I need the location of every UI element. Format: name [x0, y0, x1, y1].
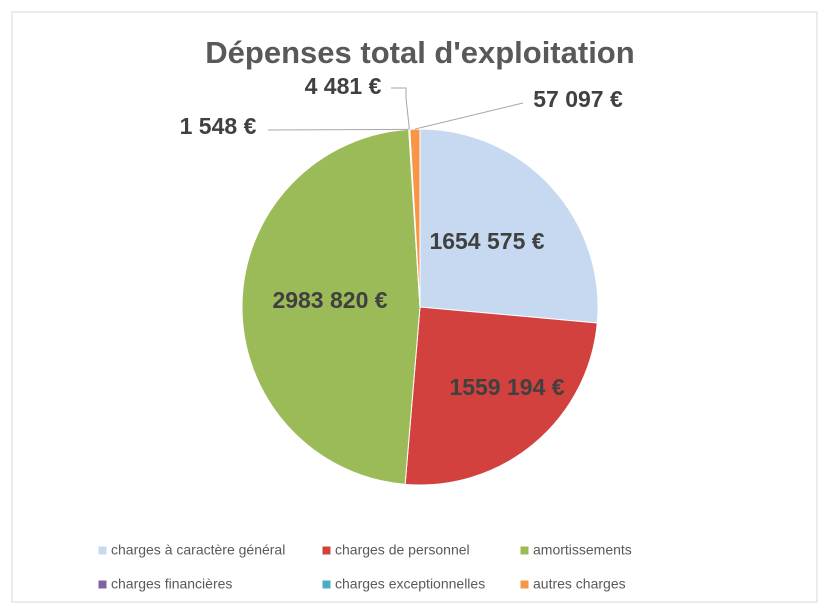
pie-slice: [404, 306, 598, 486]
legend-label: charges de personnel: [335, 542, 470, 558]
legend-label: amortissements: [533, 542, 632, 558]
legend-swatch: [519, 579, 530, 590]
data-label: 2983 820 €: [272, 287, 387, 313]
legend-label: charges à caractère général: [111, 542, 285, 558]
legend-label: autres charges: [533, 576, 626, 592]
legend-swatch: [321, 579, 332, 590]
legend-swatch: [321, 545, 332, 556]
leader-line: [267, 128, 409, 131]
data-label: 1559 194 €: [449, 374, 564, 400]
data-label: 1654 575 €: [429, 228, 544, 254]
pie-slice: [419, 128, 599, 324]
legend-swatch: [519, 545, 530, 556]
legend-swatch: [97, 579, 108, 590]
legend-swatch: [97, 545, 108, 556]
data-label: 4 481 €: [305, 73, 382, 99]
leader-line: [414, 102, 524, 130]
chart-title: Dépenses total d'exploitation: [205, 35, 634, 70]
data-label: 1 548 €: [180, 113, 257, 139]
legend-label: charges exceptionnelles: [335, 576, 485, 592]
pie-slice: [241, 128, 421, 485]
legend-label: charges financières: [111, 576, 232, 592]
leader-line: [391, 87, 410, 130]
data-label: 57 097 €: [533, 86, 623, 112]
